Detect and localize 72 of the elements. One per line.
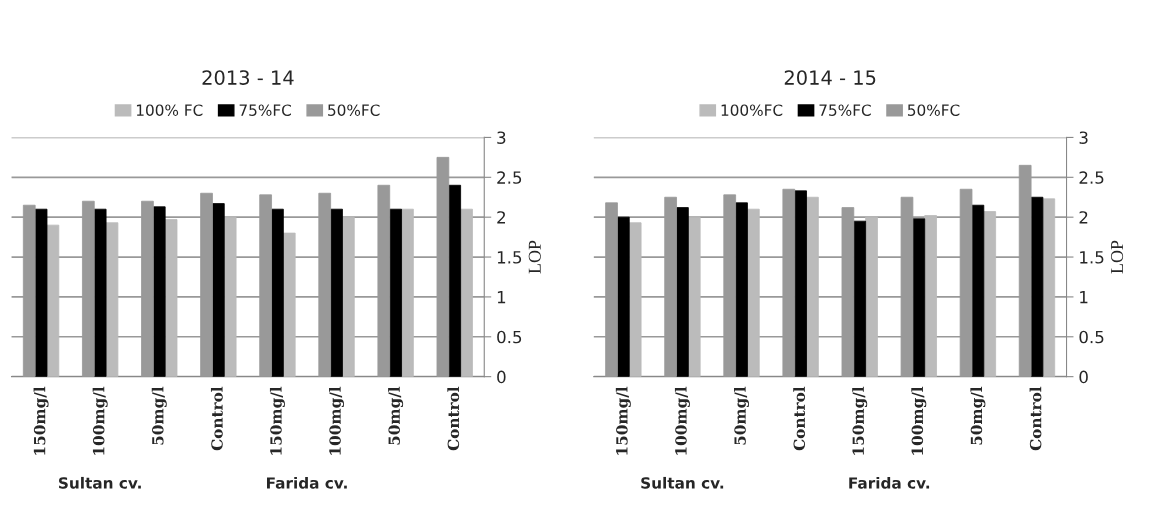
bar [342, 216, 355, 377]
bar [282, 232, 296, 377]
text: Farida cv. [849, 476, 930, 489]
x-tick-label: 50mg/l [388, 386, 404, 445]
x-tick-label: 150mg/l [615, 386, 631, 455]
y-tick-label: 2.5 [497, 171, 522, 184]
y-tick-label: 0.5 [497, 330, 522, 344]
bar [853, 220, 867, 377]
bar [983, 211, 997, 377]
x-tick-label: Control [447, 386, 460, 451]
bar [389, 208, 402, 377]
y-tick-label: 2 [1079, 211, 1088, 224]
chart-title: 2014 - 15 [784, 70, 876, 85]
x-tick-label: Control [1029, 386, 1042, 451]
bar [735, 202, 748, 377]
y-axis-title: LOP [1110, 240, 1124, 274]
bar [448, 184, 462, 377]
legend-label: 75%FC [239, 104, 291, 116]
x-tick-label: 150mg/l [33, 386, 49, 455]
bar [806, 196, 819, 377]
x-tick-label: 50mg/l [734, 386, 750, 445]
bar [212, 203, 225, 377]
bar [1030, 196, 1044, 377]
y-tick-label: 0 [1079, 370, 1088, 384]
bar [628, 222, 642, 377]
text: Sultan cv. [59, 476, 141, 489]
bar [330, 208, 343, 377]
x-tick-label: 100mg/l [911, 386, 927, 455]
y-tick-label: 1 [497, 291, 506, 304]
bar [865, 216, 878, 377]
bar [105, 222, 119, 377]
y-tick-label: 0 [497, 370, 506, 384]
x-tick-label: Control [793, 386, 806, 451]
x-tick-label: 50mg/l [151, 386, 167, 445]
y-tick-label: 1 [1080, 291, 1088, 304]
y-axis-title: LOP [528, 240, 541, 274]
bar [93, 208, 107, 377]
x-tick-label: 150mg/l [852, 386, 868, 455]
bar [747, 208, 760, 377]
x-tick-label: 150mg/l [269, 386, 285, 455]
legend-label: 50%FC [907, 104, 960, 116]
y-tick-label: 2.5 [1079, 171, 1104, 184]
y-tick-label: 3 [497, 131, 506, 144]
x-tick-label: 100mg/l [329, 386, 345, 455]
y-tick-label: 3 [1079, 131, 1088, 144]
bar [676, 207, 689, 377]
bar [460, 208, 473, 377]
chart-title: 2013 - 14 [202, 70, 294, 85]
x-tick-label: 50mg/l [970, 386, 986, 445]
x-tick-label: 100mg/l [674, 386, 690, 455]
legend-label: 100%FC [721, 104, 783, 116]
bar [223, 216, 237, 377]
x-tick-label: 100mg/l [92, 386, 108, 455]
bar [617, 216, 630, 377]
y-tick-label: 1.5 [497, 251, 522, 264]
bar [924, 215, 937, 377]
text: Farida cv. [267, 476, 347, 489]
bar [164, 219, 178, 377]
bar [271, 208, 284, 377]
legend-label: 75%FC [819, 104, 871, 116]
bar [401, 208, 414, 377]
x-tick-label: Control [210, 386, 223, 451]
text: Sultan cv. [641, 476, 724, 489]
legend-label: 50%FC [328, 104, 380, 116]
y-tick-label: 2 [497, 211, 505, 224]
y-tick-label: 0.5 [1079, 330, 1104, 344]
y-tick-label: 1.5 [1080, 251, 1104, 264]
bar [687, 216, 701, 377]
bar [34, 208, 48, 377]
bar [794, 190, 807, 377]
legend-label: 100% FC [136, 104, 203, 116]
bar [152, 206, 166, 377]
